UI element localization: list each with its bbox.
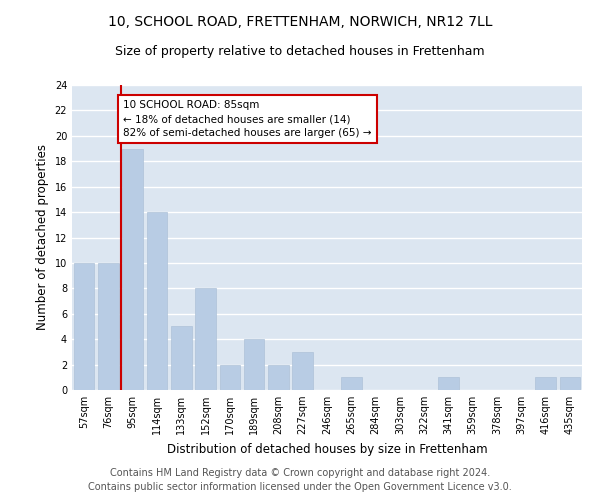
Y-axis label: Number of detached properties: Number of detached properties — [36, 144, 49, 330]
Bar — [535, 378, 556, 390]
Bar — [171, 326, 191, 390]
X-axis label: Distribution of detached houses by size in Frettenham: Distribution of detached houses by size … — [167, 442, 487, 456]
Bar — [98, 263, 119, 390]
Bar — [244, 339, 265, 390]
Text: Contains public sector information licensed under the Open Government Licence v3: Contains public sector information licen… — [88, 482, 512, 492]
Bar — [560, 378, 580, 390]
Bar — [438, 378, 459, 390]
Text: Size of property relative to detached houses in Frettenham: Size of property relative to detached ho… — [115, 45, 485, 58]
Bar — [122, 148, 143, 390]
Text: 10, SCHOOL ROAD, FRETTENHAM, NORWICH, NR12 7LL: 10, SCHOOL ROAD, FRETTENHAM, NORWICH, NR… — [108, 15, 492, 29]
Bar — [74, 263, 94, 390]
Bar — [268, 364, 289, 390]
Bar — [195, 288, 216, 390]
Text: Contains HM Land Registry data © Crown copyright and database right 2024.: Contains HM Land Registry data © Crown c… — [110, 468, 490, 477]
Bar — [220, 364, 240, 390]
Bar — [292, 352, 313, 390]
Bar — [146, 212, 167, 390]
Bar — [341, 378, 362, 390]
Text: 10 SCHOOL ROAD: 85sqm
← 18% of detached houses are smaller (14)
82% of semi-deta: 10 SCHOOL ROAD: 85sqm ← 18% of detached … — [123, 100, 371, 138]
